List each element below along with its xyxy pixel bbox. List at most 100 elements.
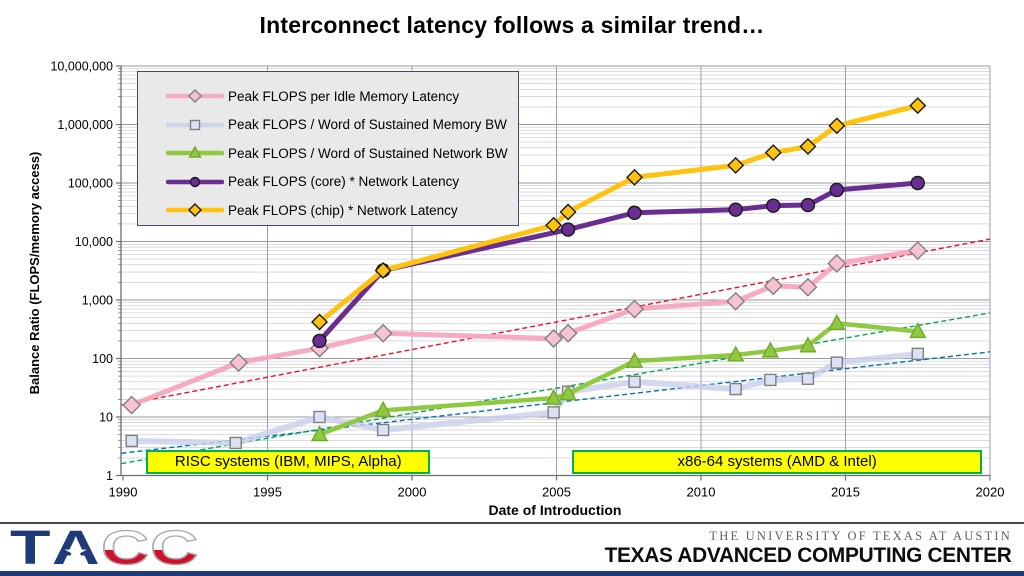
flops-per-word-sustained-network-bw-marker [909,321,927,339]
flops-per-word-sustained-memory-bw-marker [547,406,560,419]
flops-per-word-sustained-memory-bw-swatch [165,119,225,130]
logo-letter-a: A ★ [51,522,102,575]
legend-item: Peak FLOPS per Idle Memory Latency [138,82,518,111]
flops-core-times-network-latency-marker [910,175,925,191]
flops-per-word-sustained-network-bw-marker [310,425,329,442]
flops-per-idle-memory-latency-marker [726,291,746,311]
legend-label: Peak FLOPS / Word of Sustained Network B… [228,145,508,161]
y-tick-label: 100,000 [68,177,113,191]
flops-per-word-sustained-memory-bw-marker [376,423,390,437]
legend-label: Peak FLOPS (core) * Network Latency [228,174,460,190]
flops-chip-times-network-latency-line [317,103,921,325]
risc-systems-banner: RISC systems (IBM, MIPS, Alpha) [146,450,431,474]
legend-label: Peak FLOPS / Word of Sustained Memory BW [228,117,507,133]
flops-core-times-network-latency-swatch [165,176,225,187]
flops-per-idle-memory-latency-marker [544,328,564,348]
flops-per-idle-memory-latency-marker [229,353,249,373]
flops-per-idle-memory-latency-marker [558,323,578,343]
flops-per-word-sustained-network-bw-marker [799,336,817,353]
flops-per-word-sustained-network-bw-marker [559,384,577,401]
flops-chip-times-network-latency-marker [909,97,927,115]
y-tick-label: 100 [92,352,113,366]
flops-core-times-network-latency-marker [728,202,743,217]
tacc-logo: TA ★ CC [10,522,200,575]
flops-per-word-sustained-network-bw-marker [374,400,392,418]
university-name: THE UNIVERSITY OF TEXAS AT AUSTIN [709,529,1012,543]
flops-chip-times-network-latency-marker [626,168,644,186]
legend-item: Peak FLOPS / Word of Sustained Network B… [138,139,518,168]
flops-per-word-sustained-network-bw-marker [544,388,563,405]
y-tick-label: 10 [99,411,113,425]
x-tick-label: 2000 [398,485,427,500]
y-tick-label: 1 [106,469,113,483]
flops-core-times-network-latency-marker [627,205,642,220]
flops-per-idle-memory-latency-marker [827,254,847,274]
footer-divider [0,522,1024,524]
flops-chip-times-network-latency-marker [727,156,745,174]
flops-per-idle-memory-latency-marker [625,299,645,319]
center-name: TEXAS ADVANCED COMPUTING CENTER [605,543,1012,567]
x-axis-title: Date of Introduction [488,502,622,518]
flops-core-times-network-latency-marker [829,182,845,198]
flops-core-times-network-latency-marker [312,333,327,349]
page-title: Interconnect latency follows a similar t… [259,12,765,38]
legend-label: Peak FLOPS per Idle Memory Latency [228,88,460,104]
flops-chip-times-network-latency-marker [311,313,329,331]
flops-per-idle-memory-latency-marker [122,395,142,415]
legend-item: Peak FLOPS (core) * Network Latency [138,168,518,197]
x-tick-label: 1990 [109,485,138,500]
flops-chip-times-network-latency-marker [799,138,817,156]
flops-per-idle-memory-latency-marker [188,89,202,104]
legend-lavender-square-icon [165,116,225,134]
legend-item: Peak FLOPS (chip) * Network Latency [138,196,518,225]
legend-label: Peak FLOPS (chip) * Network Latency [228,202,458,218]
flops-per-word-sustained-memory-bw-marker [313,410,326,424]
legend-purple-circle-icon [165,173,225,191]
flops-core-times-network-latency-marker [189,176,201,187]
x-tick-label: 2015 [831,485,860,500]
y-tick-label: 1,000,000 [57,118,113,132]
memory-latency-trend [121,238,991,406]
flops-chip-times-network-latency-swatch [165,203,225,218]
y-tick-label: 1,000 [82,294,113,308]
flops-per-word-sustained-memory-bw-marker [801,372,815,385]
y-tick-label: 10,000 [75,235,113,249]
flops-core-times-network-latency-marker [766,198,781,213]
flops-per-idle-memory-latency-swatch [165,89,225,104]
flops-per-word-sustained-memory-bw-marker [125,434,138,448]
bottom-accent-bar [0,571,1024,576]
network-bw-trend [121,312,991,465]
flops-chip-times-network-latency-marker [559,203,577,221]
y-axis-title: Balance Ratio (FLOPS/memory access) [27,151,42,395]
legend-green-triangle-icon [165,144,225,162]
flops-chip-times-network-latency-marker [188,203,202,218]
x86-systems-banner: x86-64 systems (AMD & Intel) [571,450,983,474]
flops-per-word-sustained-network-bw-marker [761,341,780,358]
flops-chip-times-network-latency-marker [764,144,782,162]
x-tick-label: 2005 [542,485,571,500]
flops-per-word-sustained-memory-bw-marker [830,356,844,369]
star-icon: ★ [62,541,91,565]
flops-per-word-sustained-network-bw-marker [188,145,202,158]
flops-per-word-sustained-memory-bw-marker [729,382,742,396]
flops-per-word-sustained-network-bw-line [317,321,920,437]
flops-chip-times-network-latency-marker [374,261,392,279]
flops-per-word-sustained-memory-bw-marker [189,119,201,130]
flops-chip-times-network-latency-marker [545,216,563,234]
flops-per-idle-memory-latency-marker [373,323,393,343]
flops-per-word-sustained-memory-bw-marker [229,436,242,450]
logo-letter-c2: C [149,522,200,575]
flops-per-word-sustained-network-bw-marker [625,351,644,368]
legend-item: Peak FLOPS / Word of Sustained Memory BW [138,111,518,140]
flops-core-times-network-latency-marker [800,197,816,213]
flops-per-idle-memory-latency-marker [798,277,818,297]
flops-per-word-sustained-memory-bw-marker [911,347,924,361]
flops-per-idle-memory-latency-marker [763,276,783,296]
flops-per-idle-memory-latency-marker [908,241,928,261]
legend-pink-diamond-icon [165,87,225,105]
x-tick-label: 2010 [687,485,716,500]
x-tick-label: 2020 [976,485,1005,500]
logo-letter-t: T [10,522,52,575]
flops-per-word-sustained-memory-bw-marker [628,375,641,388]
